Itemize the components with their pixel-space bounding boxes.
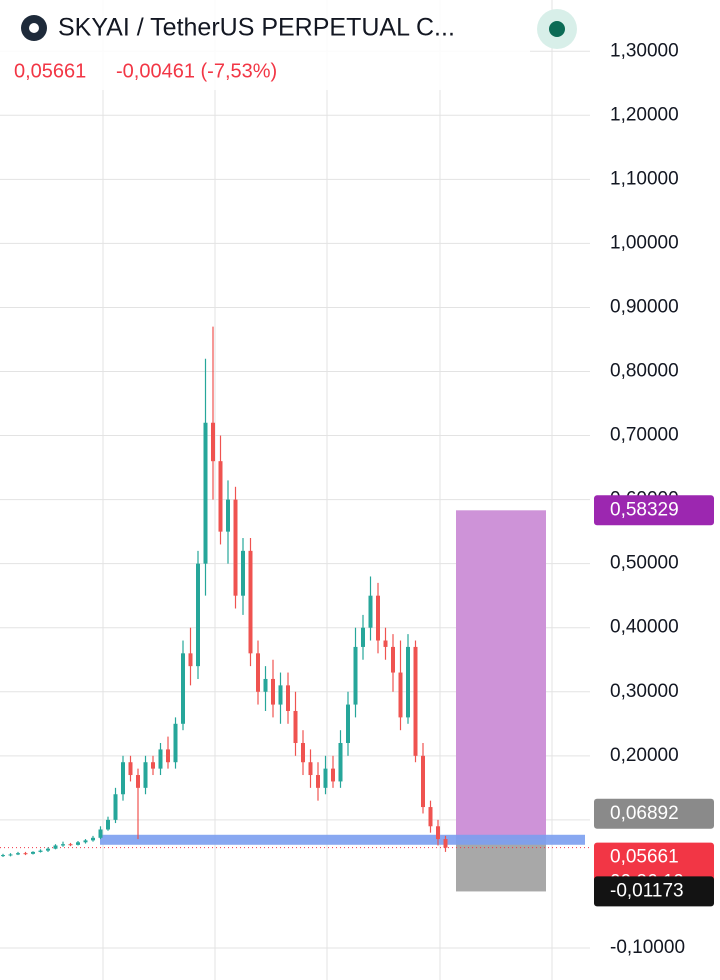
candle-body [46,848,50,851]
candle-body [271,678,275,705]
candle-body [16,853,20,855]
candle-body [23,853,28,855]
price-label: 0,58329 [610,499,679,520]
candle-body [346,704,350,744]
last-price: 0,05661 [14,60,86,82]
y-tick-label: 1,30000 [610,40,679,61]
candle-body [203,422,208,564]
candle-body [188,653,193,667]
candle-body [218,461,223,532]
candle-body [106,819,110,830]
candle-body [211,422,215,462]
candle-body [173,723,178,763]
price-label: -0,01173 [610,880,684,901]
candle-body [91,837,95,841]
price-label-box [594,876,714,907]
candle-body [226,499,230,532]
candle-body [338,743,343,782]
candle-body [293,710,298,744]
candle-body [1,855,5,857]
candle-body [61,844,65,846]
candle-body [196,563,200,667]
y-tick-label: -0,10000 [610,937,685,958]
price-label: 0,05661 [610,847,679,868]
candle-body [421,755,425,808]
candle-body [248,550,253,654]
candle-body [143,762,148,788]
candle-body [436,826,440,840]
symbol-icon-dot [29,23,39,33]
candle-body [286,685,290,711]
candle-body [68,844,73,846]
candle-body [181,653,185,724]
candle-body [301,743,305,763]
entry-line [100,834,585,845]
candle-body [113,794,118,820]
candle-body [98,829,103,838]
candle-body [53,845,58,849]
candle-body [391,646,395,673]
candle-body [256,653,260,692]
candle-body [38,850,43,852]
candle-body [398,672,403,718]
candle-body [331,768,335,782]
candle-body [308,762,313,776]
status-dot [549,21,565,37]
price-label-box [594,495,714,526]
candle-body [383,640,388,647]
candle-body [31,851,35,854]
y-tick-label: 1,10000 [610,168,679,189]
y-tick-label: 0,50000 [610,553,679,574]
price-label-box [594,798,714,829]
candle-body [263,678,268,692]
y-tick-label: 1,20000 [610,104,679,125]
y-tick-label: 1,00000 [610,232,679,253]
candle-body [76,842,80,845]
candle-body [443,839,448,848]
candle-body [353,646,358,705]
candle-body [278,685,283,705]
price-change: -0,00461 (-7,53%) [116,60,277,82]
candle-body [166,749,170,763]
candle-body [428,807,433,827]
candle-body [376,595,380,641]
candle-body [128,762,133,776]
candle-body [406,646,410,718]
stop-zone [456,839,546,892]
target-zone [456,510,546,840]
y-tick-label: 0,90000 [610,296,679,317]
symbol-title: SKYAI / TetherUS PERPETUAL C... [58,14,455,42]
candle-body [8,854,13,856]
y-tick-label: 0,30000 [610,681,679,702]
header-bg [0,0,530,90]
candle-body [151,762,155,769]
candle-body [316,775,320,788]
candle-body [241,550,245,596]
y-tick-label: 0,70000 [610,425,679,446]
candle-body [158,749,163,769]
candle-body [368,595,373,628]
y-tick-label: 0,20000 [610,745,679,766]
y-tick-label: 0,40000 [610,617,679,638]
candle-body [83,840,88,843]
candle-body [121,762,125,795]
candle-body [233,499,238,596]
candle-body [413,646,418,756]
price-label: 0,06892 [610,803,679,824]
candle-body [136,775,140,788]
candle-body [323,768,328,788]
candle-body [361,627,365,647]
x-grid [102,0,553,980]
y-tick-label: 0,80000 [610,361,679,382]
